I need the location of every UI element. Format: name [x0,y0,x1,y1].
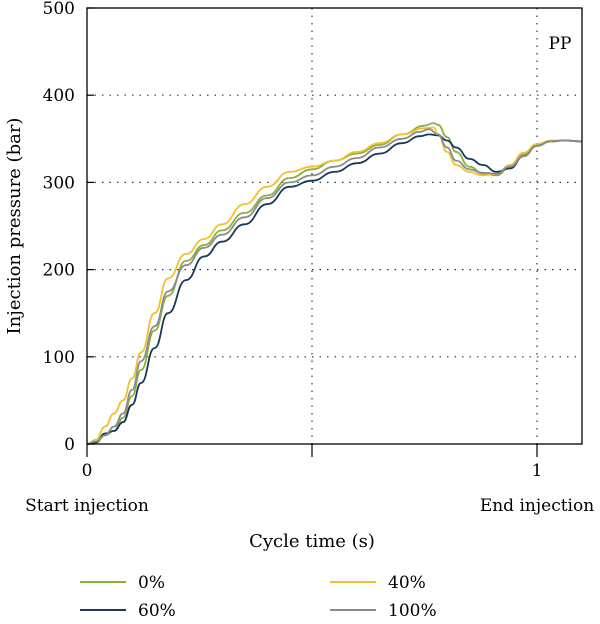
y-tick-label: 0 [64,435,75,455]
end-injection-label: End injection [480,496,594,516]
series-line-100pct [86,128,583,445]
y-tick-label: 300 [43,173,75,193]
tick-labels: 0 100 200 300 400 500 0 1 [43,0,543,481]
series-line-40pct [86,126,583,445]
legend: 0% 40% 60% 100% [80,573,437,621]
series-lines [86,122,583,445]
x-tick-label: 1 [532,461,543,481]
grid-lines [87,8,582,444]
series-line-60pct [86,133,583,445]
y-axis-label: Injection pressure (bar) [4,118,25,335]
chart-annotation: PP [549,34,572,54]
y-tick-label: 100 [43,348,75,368]
legend-label: 100% [388,601,437,621]
x-tick-label: 0 [82,461,93,481]
x-axis-label: Cycle time (s) [249,531,375,552]
start-injection-label: Start injection [25,496,149,516]
y-tick-label: 400 [43,86,75,106]
y-tick-label: 200 [43,261,75,281]
plot-frame [86,7,583,445]
legend-label: 40% [388,573,426,593]
y-tick-label: 500 [43,0,75,19]
axis-ticks [86,7,538,457]
legend-label: 0% [138,573,165,593]
legend-label: 60% [138,601,176,621]
